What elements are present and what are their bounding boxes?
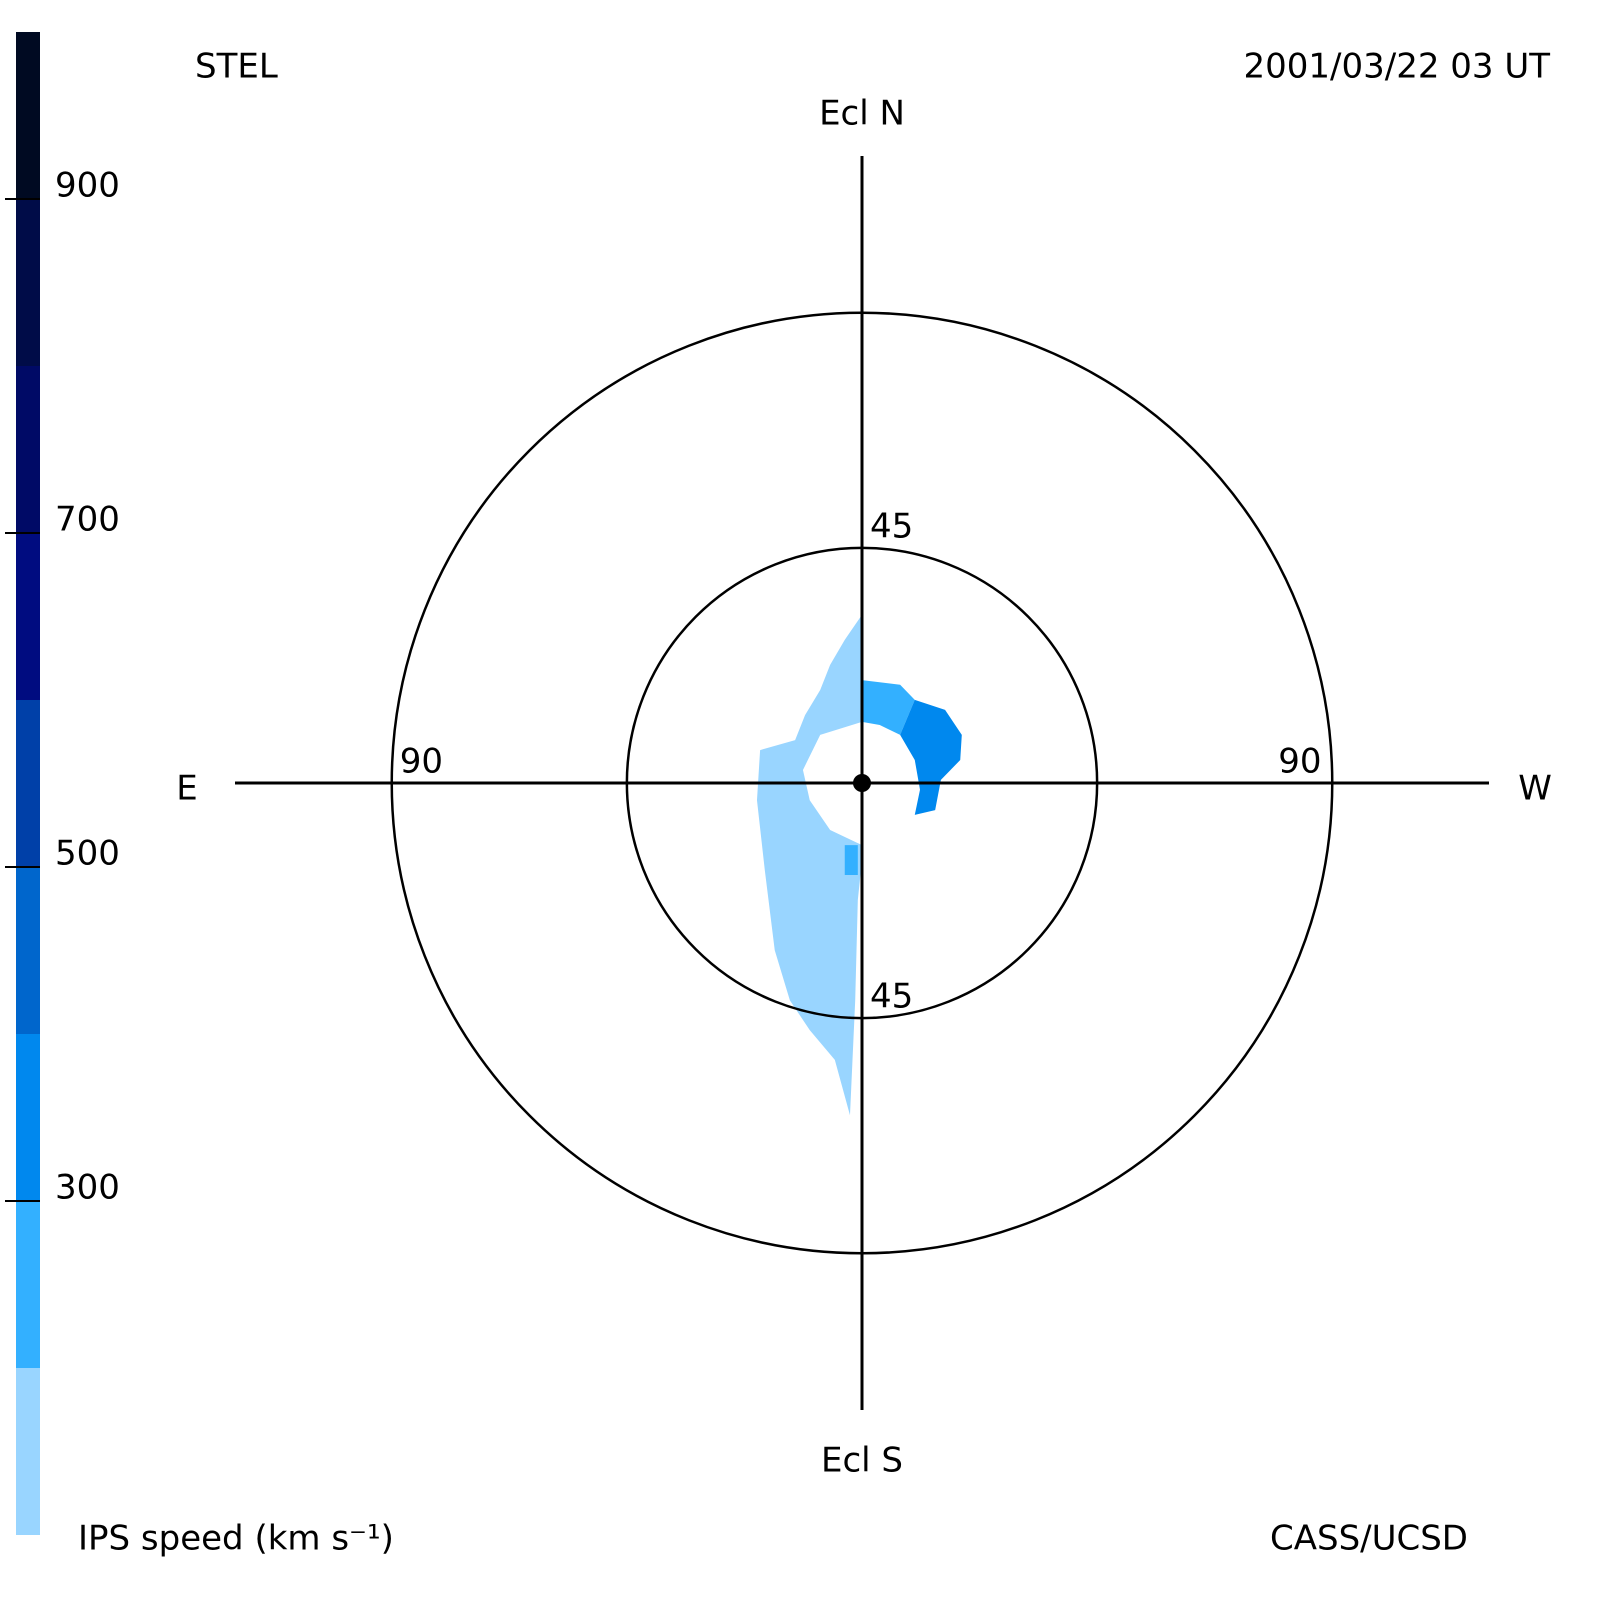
colorbar-band — [16, 533, 40, 700]
colorbar-band — [16, 32, 40, 199]
title-left: STEL — [195, 47, 278, 87]
colorbar-band — [16, 867, 40, 1034]
colorbar-band — [16, 366, 40, 533]
ring — [390, 311, 1334, 1255]
colorbar-band — [16, 1368, 40, 1535]
ring-label: 90 — [1278, 742, 1321, 782]
speed-region — [862, 680, 915, 735]
west-label: W — [1518, 769, 1552, 809]
south-label: Ecl S — [821, 1441, 903, 1481]
colorbar-tick-label: 700 — [55, 500, 120, 540]
colorbar-label: IPS speed (km s⁻¹) — [78, 1519, 394, 1559]
ring — [625, 546, 1099, 1020]
colorbar-band — [16, 199, 40, 366]
ring-label: 90 — [400, 742, 443, 782]
colorbar-tick-label: 300 — [55, 1168, 120, 1208]
colorbar-band — [16, 1034, 40, 1201]
colorbar-band — [16, 700, 40, 867]
east-label: E — [176, 769, 197, 809]
speed-region — [900, 699, 962, 815]
ring-label: 45 — [870, 506, 913, 546]
speed-region — [756, 614, 862, 1116]
title-right: 2001/03/22 03 UT — [1244, 47, 1551, 87]
colorbar-band — [16, 1201, 40, 1368]
ring-label: 45 — [870, 977, 913, 1017]
colorbar-tick-label: 500 — [55, 834, 120, 874]
north-label: Ecl N — [819, 94, 905, 134]
credit: CASS/UCSD — [1270, 1519, 1468, 1559]
speed-region — [844, 845, 858, 875]
colorbar-tick-label: 900 — [55, 166, 120, 206]
center-dot — [853, 774, 871, 792]
